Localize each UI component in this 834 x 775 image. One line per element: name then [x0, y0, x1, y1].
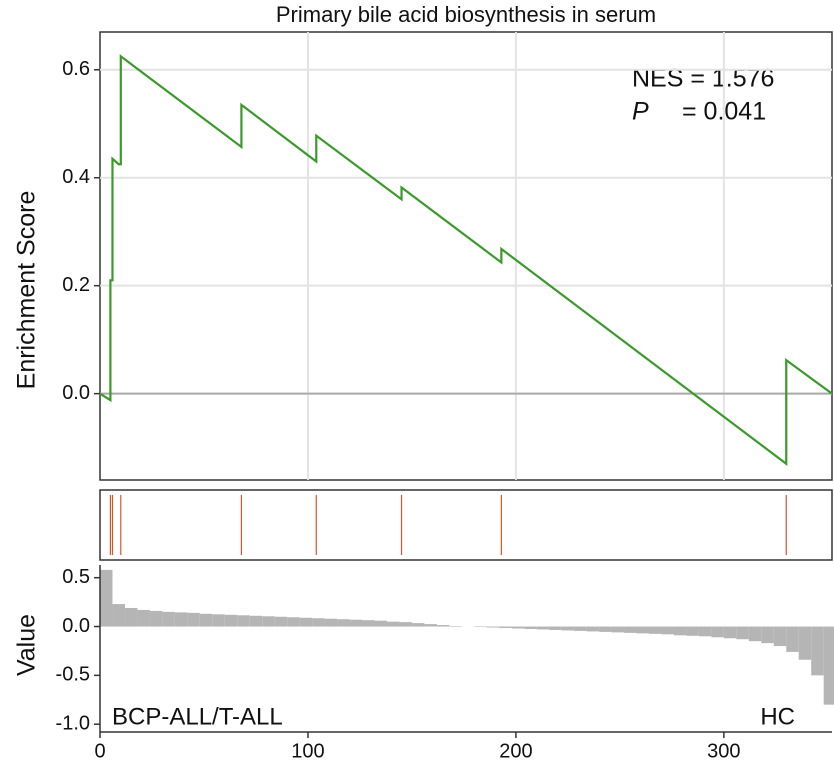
bar [561, 626, 575, 631]
bar [723, 626, 737, 639]
bar [312, 618, 325, 627]
bar [823, 626, 834, 705]
bar [773, 626, 787, 647]
bar [187, 612, 200, 627]
bar [499, 626, 512, 628]
bar [337, 619, 350, 627]
bar [100, 569, 113, 627]
bar [162, 611, 175, 627]
bar [237, 615, 250, 627]
bar [549, 626, 562, 630]
bar [511, 626, 525, 629]
bar [287, 617, 300, 627]
bar [249, 615, 263, 627]
bar [736, 626, 749, 640]
bar [424, 624, 437, 627]
bar [362, 620, 375, 627]
bar [636, 626, 649, 634]
y-tick-label: 0.0 [62, 615, 90, 637]
x-tick-label: 0 [94, 740, 105, 762]
bar [149, 610, 163, 627]
bar [586, 626, 600, 632]
es-line [99, 54, 833, 467]
bar [411, 623, 425, 627]
bar [174, 612, 188, 627]
bar [486, 626, 500, 628]
y-axis-label: Value [13, 614, 41, 676]
bar [673, 626, 687, 636]
bar [399, 622, 412, 627]
y-tick-label: 0.0 [62, 382, 90, 404]
bar [661, 626, 674, 635]
x-tick-label: 200 [499, 740, 532, 762]
bar [536, 626, 550, 630]
bar [274, 616, 288, 627]
bar [112, 604, 125, 627]
bar [299, 617, 313, 627]
bar [624, 626, 637, 633]
group-label: HC [760, 703, 795, 730]
bar [224, 614, 238, 627]
bar [436, 625, 450, 627]
bar [748, 626, 762, 642]
y-tick-label: 0.2 [62, 274, 90, 296]
bar [574, 626, 587, 631]
plot-frame [99, 31, 833, 481]
bar [324, 618, 338, 627]
bar [711, 626, 724, 638]
bar [786, 626, 799, 652]
bar [386, 621, 400, 627]
x-tick-label: 100 [291, 740, 324, 762]
group-label: BCP-ALL/T-ALL [112, 703, 283, 730]
y-tick-label: 0.4 [62, 166, 90, 188]
x-tick-label: 300 [707, 740, 740, 762]
bar [686, 626, 699, 636]
bar [649, 626, 662, 634]
bar [124, 607, 138, 627]
bar [374, 620, 387, 627]
chart-title: Primary bile acid biosynthesis in serum [276, 2, 656, 27]
bar [137, 609, 150, 627]
bar [262, 616, 275, 627]
y-axis-label: Enrichment Score [13, 191, 41, 390]
bar [524, 626, 537, 629]
y-tick-label: -1.0 [56, 712, 90, 734]
bar [599, 626, 612, 632]
y-tick-label: 0.6 [62, 58, 90, 80]
bar [199, 613, 213, 627]
bar [212, 614, 225, 627]
annotation: P [632, 98, 649, 126]
bar [811, 626, 824, 676]
bar [698, 626, 712, 637]
bar [798, 626, 812, 660]
y-tick-label: 0.5 [62, 566, 90, 588]
bar [349, 619, 363, 627]
bar [761, 626, 774, 644]
bar [611, 626, 625, 633]
y-tick-label: -0.5 [56, 664, 90, 686]
plot-frame [99, 489, 833, 561]
